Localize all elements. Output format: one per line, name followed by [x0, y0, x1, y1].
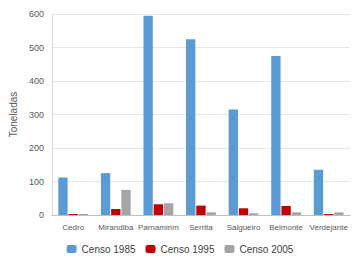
svg-text:300: 300 [29, 110, 44, 120]
svg-text:Serrita: Serrita [189, 223, 213, 232]
svg-text:Censo 1985: Censo 1985 [82, 244, 136, 255]
svg-text:Toneladas: Toneladas [8, 92, 19, 138]
svg-text:Parnamirim: Parnamirim [138, 223, 179, 232]
svg-text:Censo 2005: Censo 2005 [239, 244, 293, 255]
svg-text:Salgueiro: Salgueiro [227, 223, 261, 232]
svg-text:500: 500 [29, 43, 44, 53]
svg-text:Cedro: Cedro [62, 223, 84, 232]
svg-text:200: 200 [29, 143, 44, 153]
svg-text:400: 400 [29, 76, 44, 86]
svg-text:100: 100 [29, 177, 44, 187]
svg-text:Verdejante: Verdejante [310, 223, 349, 232]
svg-text:Censo 1995: Censo 1995 [161, 244, 215, 255]
svg-text:0: 0 [39, 210, 44, 220]
svg-text:Mirandiba: Mirandiba [98, 223, 134, 232]
svg-text:Belmonte: Belmonte [269, 223, 303, 232]
svg-text:600: 600 [29, 9, 44, 19]
